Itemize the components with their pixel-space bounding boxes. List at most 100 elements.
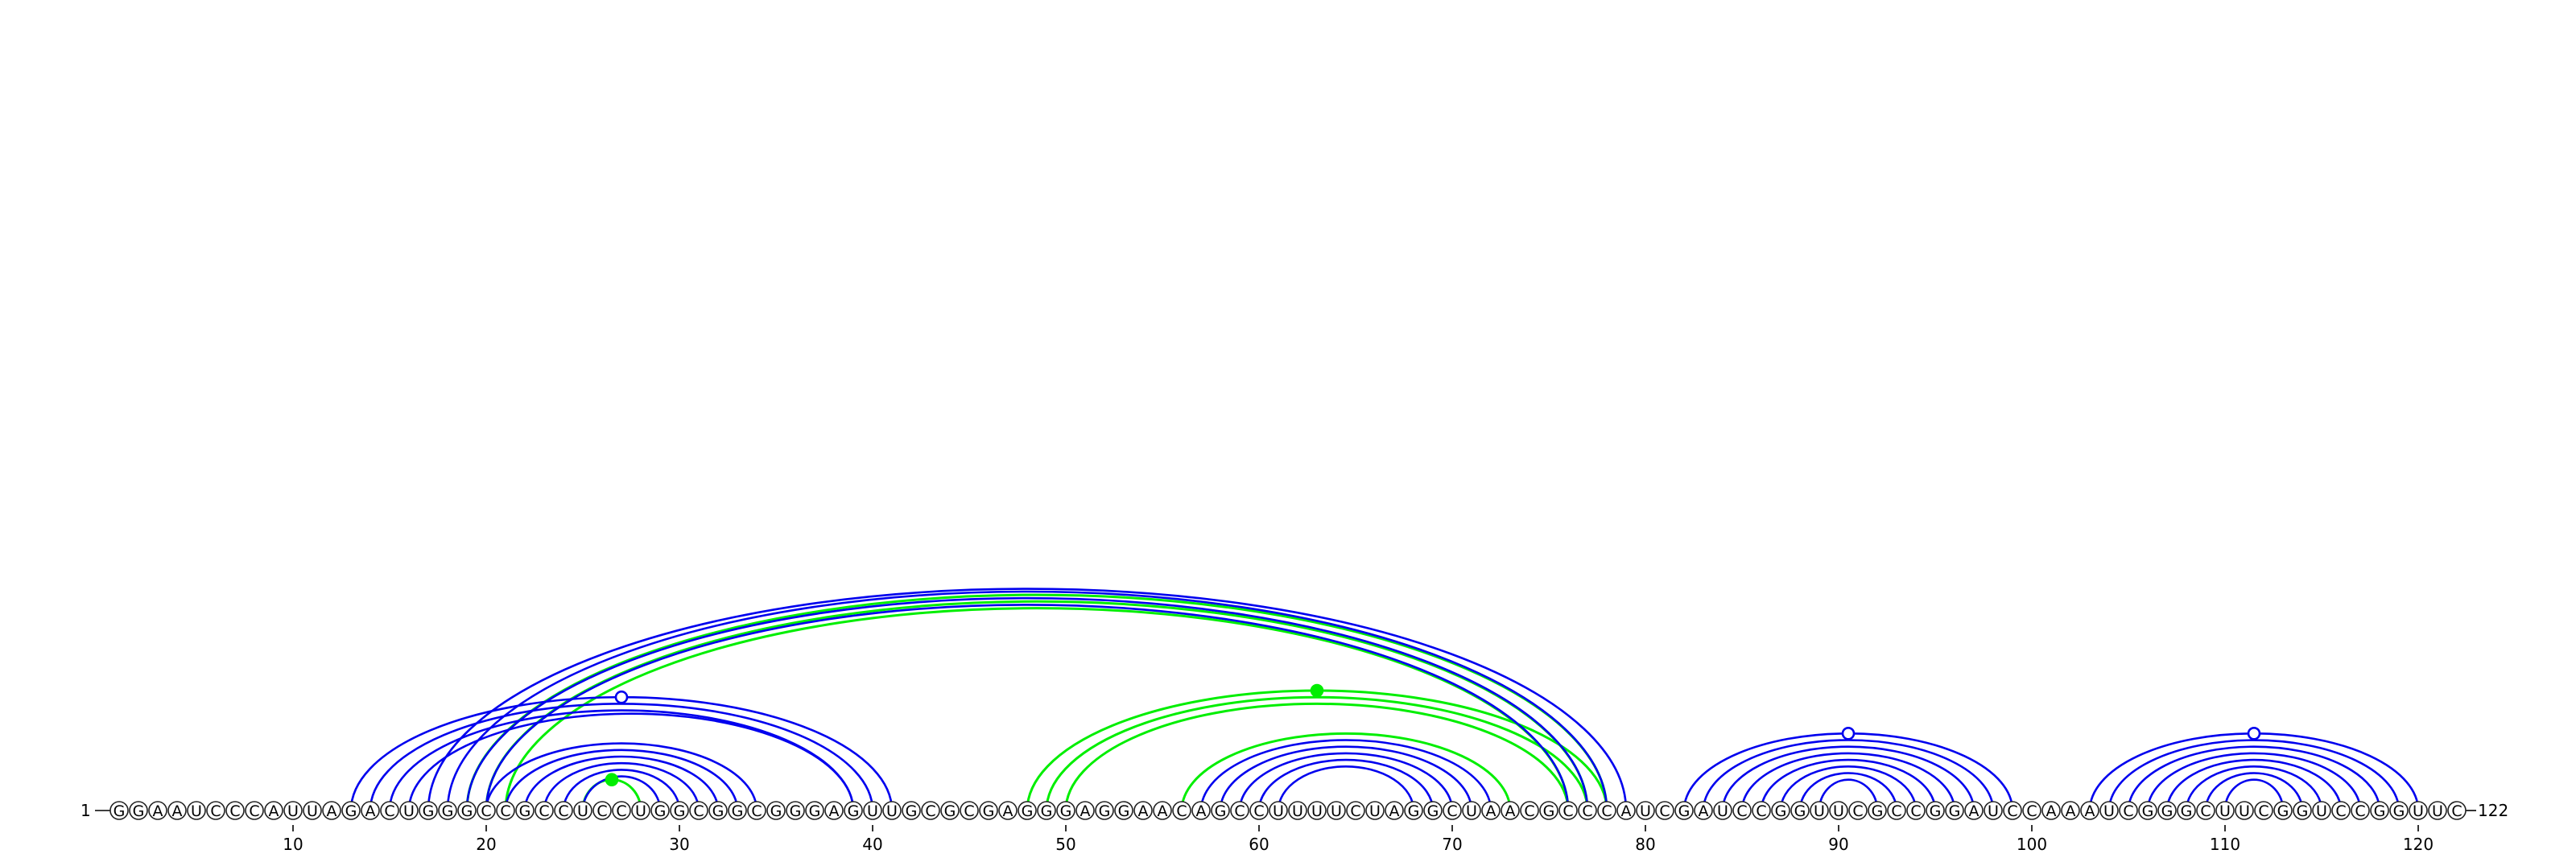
nucleotide-letter: C (1563, 802, 1573, 820)
nucleotide-letter: G (461, 802, 473, 820)
nucleotide-circle (2080, 801, 2099, 820)
nucleotide: C (747, 801, 766, 820)
nucleotide: C (496, 801, 515, 820)
nucleotide: U (2312, 801, 2331, 820)
nucleotide-letter: G (133, 802, 145, 820)
nucleotide: C (554, 801, 573, 820)
nucleotide-letter: G (654, 802, 667, 820)
nucleotide-circle (1501, 801, 1520, 820)
nucleotide-circle (477, 801, 496, 820)
nucleotide-circle (921, 801, 940, 820)
nucleotide-circle (148, 801, 167, 820)
nucleotide-circle (2138, 801, 2157, 820)
nucleotide-letter: G (1041, 802, 1053, 820)
nucleotide-circle (1249, 801, 1269, 820)
nucleotide: A (1501, 801, 1520, 820)
nucleotide: C (2003, 801, 2022, 820)
nucleotide-letter: U (1311, 802, 1323, 820)
nucleotide: A (2041, 801, 2061, 820)
nucleotide: C (206, 801, 225, 820)
nucleotide: C (1655, 801, 1674, 820)
nucleotide-circle (592, 801, 612, 820)
nucleotide-circle (824, 801, 844, 820)
blue-pair-arc-110-113 (2223, 778, 2285, 811)
nucleotide: A (264, 801, 283, 820)
nucleotide-letter: G (345, 802, 357, 820)
nucleotide-circle (2273, 801, 2293, 820)
nucleotide: U (2409, 801, 2428, 820)
nucleotide-circle (2447, 801, 2467, 820)
nucleotide-circle (2099, 801, 2119, 820)
nucleotide-letter: U (1717, 802, 1728, 820)
nucleotide: A (824, 801, 844, 820)
nucleotide: A (2080, 801, 2099, 820)
nucleotide-letter: G (1775, 802, 1787, 820)
nucleotide-letter: G (809, 802, 821, 820)
nucleotide: G (940, 801, 960, 820)
nucleotide: C (1732, 801, 1752, 820)
nucleotide-circle (1713, 801, 1732, 820)
nucleotide: U (1829, 801, 1848, 820)
nucleotide-letter: U (2432, 802, 2443, 820)
nucleotide-circle (902, 801, 921, 820)
nucleotide-circle (612, 801, 631, 820)
nucleotide: U (573, 801, 592, 820)
nucleotide-circle (245, 801, 264, 820)
nucleotide-letter: A (829, 802, 840, 820)
nucleotide: C (2447, 801, 2467, 820)
nucleotide: U (2099, 801, 2119, 820)
nucleotide: G (1868, 801, 1887, 820)
nucleotide-circle (129, 801, 148, 820)
nucleotide: A (1964, 801, 1984, 820)
nucleotide-circle (1404, 801, 1423, 820)
nucleotide: G (2138, 801, 2157, 820)
nucleotide-circle (2119, 801, 2138, 820)
nucleotide-circle (1153, 801, 1172, 820)
nucleotide-circle (747, 801, 766, 820)
nucleotide-circle (2022, 801, 2041, 820)
nucleotide: C (1172, 801, 1191, 820)
nucleotide-letter: G (1118, 802, 1130, 820)
nucleotide-letter: C (1447, 802, 1457, 820)
nucleotide-letter: C (1582, 802, 1592, 820)
nucleotide-letter: U (1273, 802, 1284, 820)
nucleotide-circle (380, 801, 399, 820)
blue-pair-arc-109-114 (2204, 772, 2304, 811)
nucleotide-letter: C (1852, 802, 1863, 820)
nucleotide: C (921, 801, 940, 820)
nucleotide: G (1404, 801, 1423, 820)
nucleotide: G (2389, 801, 2409, 820)
nucleotide: G (419, 801, 438, 820)
tick-label-110: 110 (2210, 835, 2240, 854)
nucleotide: G (708, 801, 728, 820)
nucleotide-circle (2061, 801, 2080, 820)
nucleotide-letter: C (229, 802, 240, 820)
nucleotide-circle (1887, 801, 1906, 820)
nucleotide: C (1597, 801, 1616, 820)
nucleotide-letter: C (1234, 802, 1245, 820)
nucleotide-circle (863, 801, 882, 820)
nucleotide-letter: U (1466, 802, 1477, 820)
nucleotide: C (1848, 801, 1868, 820)
nucleotide: G (844, 801, 863, 820)
nucleotide-letter: G (1872, 802, 1884, 820)
nucleotide-circle (2389, 801, 2409, 820)
nucleotide: U (303, 801, 322, 820)
nucleotide-letter: A (1699, 802, 1709, 820)
tick-label-80: 80 (1635, 835, 1655, 854)
nucleotide: G (1095, 801, 1114, 820)
nucleotide-letter: C (597, 802, 607, 820)
nucleotide-circle (2177, 801, 2196, 820)
tick-label-40: 40 (862, 835, 882, 854)
nucleotide-circle (1481, 801, 1501, 820)
nucleotide-circle (1597, 801, 1616, 820)
nucleotide-letter: G (2277, 802, 2289, 820)
nucleotide-circle (1269, 801, 1288, 820)
nucleotide-letter: U (1988, 802, 1999, 820)
nucleotide: U (1307, 801, 1327, 820)
nucleotide: G (1114, 801, 1133, 820)
nucleotide-circle (1771, 801, 1790, 820)
blue-pair-arc-86-95 (1760, 758, 1937, 811)
nucleotide-letter: G (906, 802, 918, 820)
nucleotide-circle (2254, 801, 2273, 820)
